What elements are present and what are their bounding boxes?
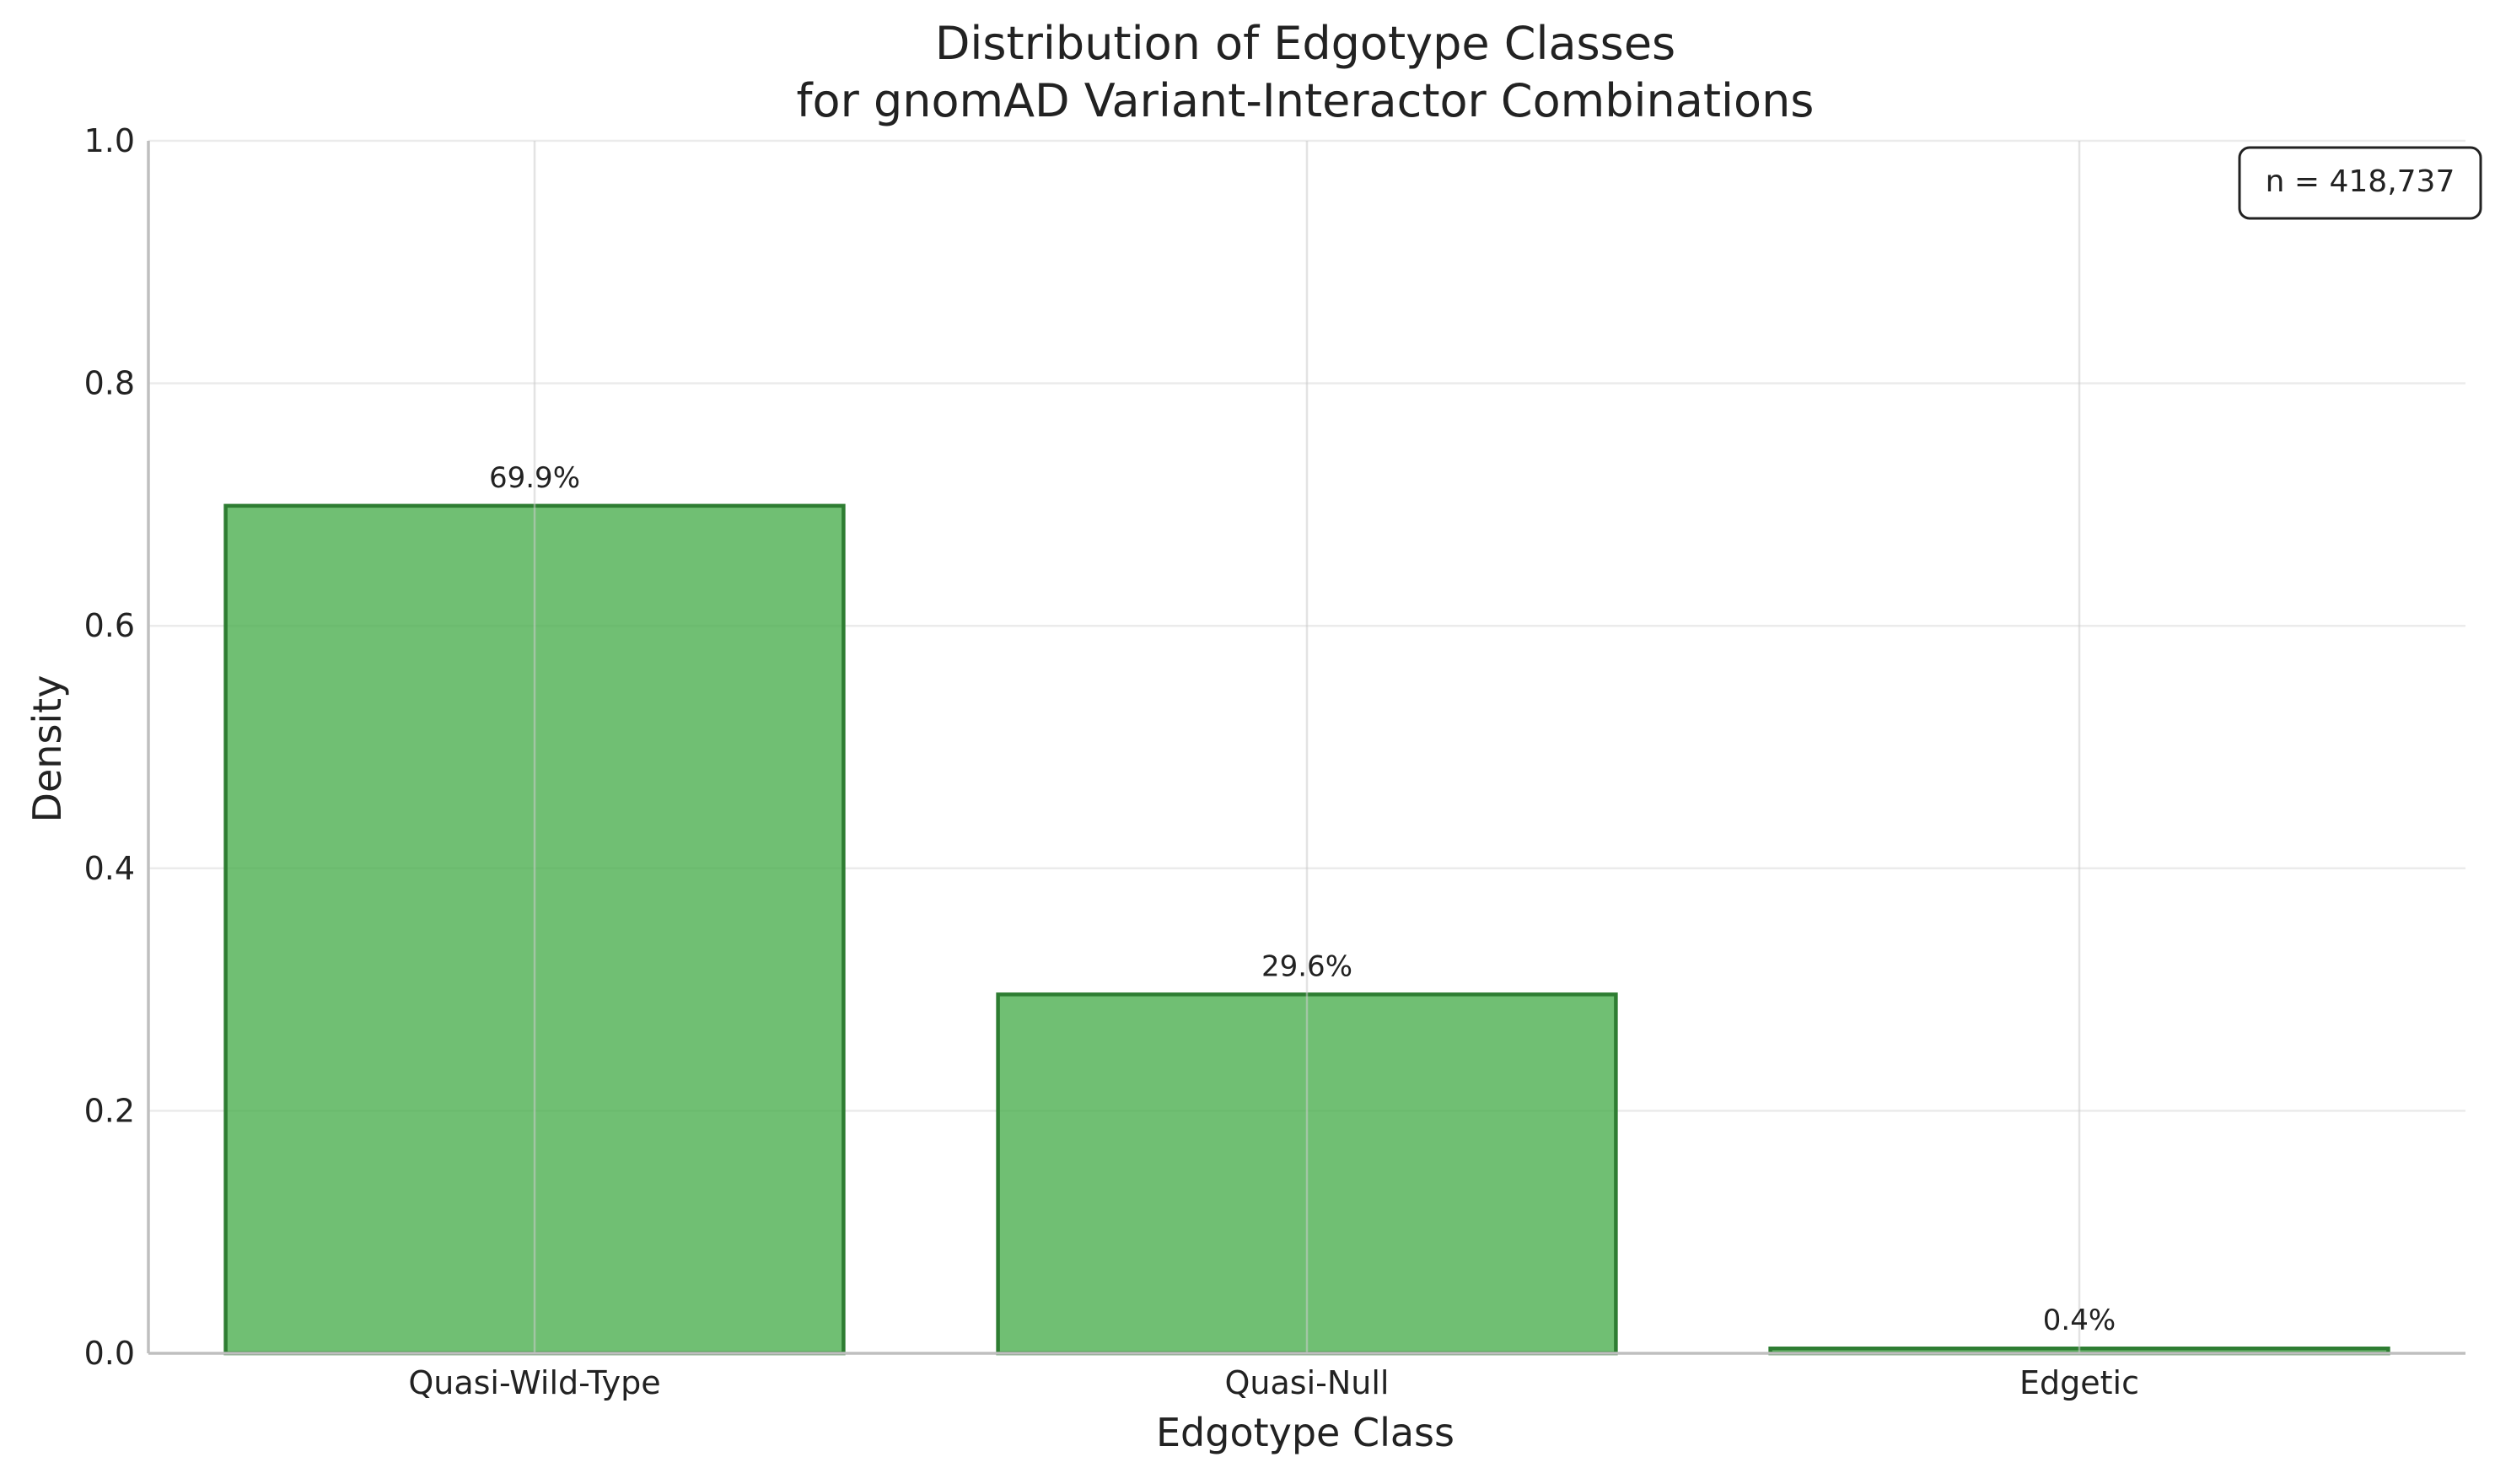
annotation-text: n = 418,737	[2266, 164, 2455, 199]
axes	[147, 141, 2465, 1355]
y-axis-label: Density	[24, 675, 70, 823]
y-tick-label: 0.4	[84, 850, 135, 887]
data-label: 0.4%	[2043, 1304, 2116, 1337]
x-tick-label: Quasi-Wild-Type	[408, 1364, 660, 1401]
vertical-grid-lines	[533, 141, 2081, 1353]
y-tick-label: 0.0	[84, 1335, 135, 1372]
sample-size-annotation: n = 418,737	[2238, 146, 2482, 220]
x-tick-label: Quasi-Null	[1225, 1364, 1390, 1401]
y-tick-label: 0.8	[84, 365, 135, 402]
tick-labels: 0.0 0.2 0.4 0.6 0.8 1.0 Quasi-Wild-Type Quasi-N…	[84, 122, 2139, 1401]
chart-title-line-2: for gnomAD Variant-Interactor Combinatio…	[797, 74, 1815, 127]
y-tick-label: 0.6	[84, 607, 135, 644]
data-label: 69.9%	[489, 461, 580, 495]
data-labels: 69.9% 29.6% 0.4%	[489, 461, 2116, 1337]
annotation-frame	[2238, 146, 2482, 220]
x-tick-label: Edgetic	[2019, 1364, 2139, 1401]
y-tick-label: 1.0	[84, 122, 135, 159]
x-axis-label: Edgotype Class	[1156, 1410, 1455, 1455]
data-label: 29.6%	[1261, 949, 1352, 983]
y-tick-label: 0.2	[84, 1092, 135, 1129]
chart-title-line-1: Distribution of Edgotype Classes	[935, 17, 1675, 70]
